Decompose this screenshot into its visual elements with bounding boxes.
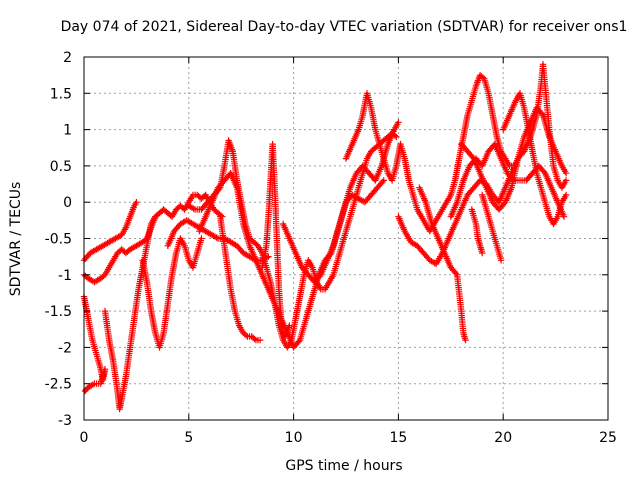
x-axis-label: GPS time / hours <box>285 458 402 474</box>
data-point <box>395 119 402 126</box>
data-point <box>540 168 548 175</box>
y-tick-label: -2 <box>58 340 72 356</box>
data-point <box>562 191 570 199</box>
data-point <box>316 273 323 280</box>
y-tick-label: -1 <box>58 268 72 284</box>
x-tick-label: 25 <box>599 430 617 446</box>
data-point <box>562 170 570 177</box>
data-point <box>538 110 545 117</box>
data-point <box>242 332 250 339</box>
data-point <box>562 177 570 184</box>
data-point <box>479 249 486 257</box>
data-point <box>469 154 476 161</box>
data-point <box>152 213 159 220</box>
y-tick-label: 0.5 <box>50 159 72 175</box>
data-point <box>497 257 505 264</box>
x-tick-label: 20 <box>494 430 512 446</box>
data-point <box>560 213 568 220</box>
y-tick-label: -1.5 <box>45 304 72 320</box>
data-point <box>256 336 264 344</box>
data-point <box>500 200 508 207</box>
data-point <box>380 177 387 184</box>
data-point <box>479 74 487 81</box>
axis-layer: 0 5 10 15 20 25 -3 -2.5 -2 -1.5 -1 -0.5 0 0.5 1 1.5 2 <box>45 50 617 446</box>
grid-layer <box>84 57 608 420</box>
data-point <box>452 270 459 277</box>
x-tick-label: 10 <box>285 430 303 446</box>
x-tick-label: 5 <box>184 430 193 446</box>
y-tick-label: -3 <box>58 413 72 429</box>
y-tick-label: 1.5 <box>50 86 72 102</box>
chart-title: Day 074 of 2021, Sidereal Day-to-day VTE… <box>61 19 628 35</box>
y-tick-label: -2.5 <box>45 377 72 393</box>
data-point <box>133 199 140 206</box>
x-tick-label: 15 <box>389 430 407 446</box>
data-point <box>379 178 386 186</box>
y-tick-label: 2 <box>63 50 72 66</box>
y-tick-label: -0.5 <box>45 232 72 248</box>
data-point <box>462 336 469 344</box>
data-point <box>213 234 220 241</box>
data-point <box>295 338 302 345</box>
y-axis-label: SDTVAR / TECUs <box>8 182 24 297</box>
data-point <box>198 235 205 242</box>
data-point <box>81 387 89 395</box>
y-tick-label: 0 <box>63 195 72 211</box>
y-tick-label: 1 <box>63 123 72 139</box>
data-point <box>251 335 258 343</box>
data-points-layer <box>80 61 570 413</box>
x-tick-label: 0 <box>80 430 89 446</box>
